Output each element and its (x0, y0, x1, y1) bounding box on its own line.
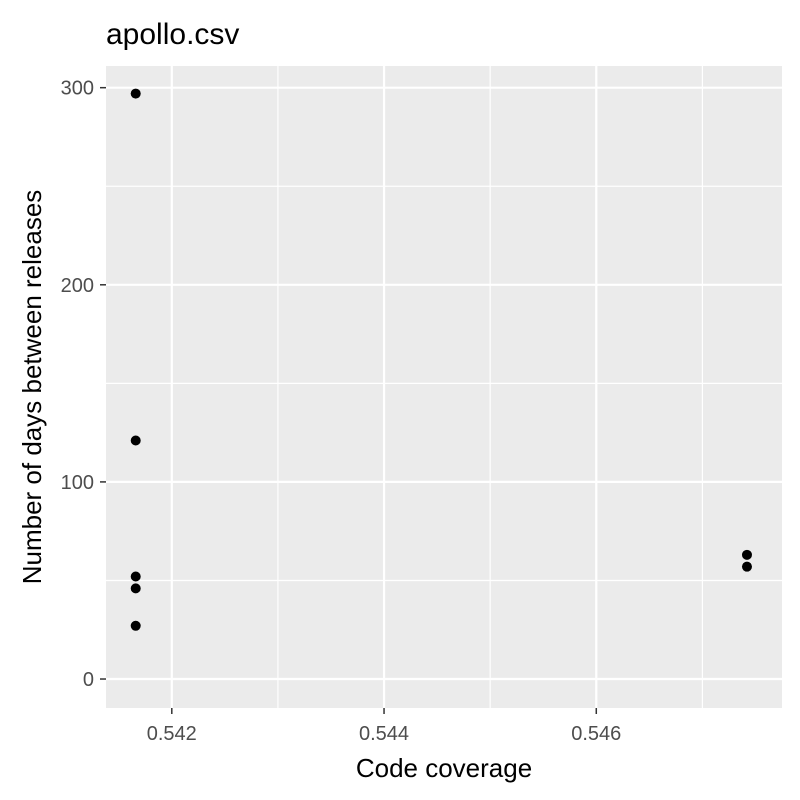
y-axis-label: Number of days between releases (17, 190, 47, 585)
y-tick-label: 100 (61, 472, 94, 494)
y-tick-label: 200 (61, 275, 94, 297)
x-axis-ticks: 0.542 0.544 0.546 (147, 708, 621, 745)
x-tick-label: 0.542 (147, 723, 197, 745)
data-point (130, 88, 141, 99)
data-point (130, 571, 141, 582)
chart-title: apollo.csv (106, 18, 239, 51)
x-tick-label: 0.546 (571, 723, 621, 745)
x-axis-label: Code coverage (356, 753, 532, 783)
minor-gridlines (106, 66, 782, 708)
data-point (130, 435, 141, 446)
data-point (741, 561, 752, 572)
y-tick-label: 300 (61, 78, 94, 100)
y-axis-ticks: 0 100 200 300 (61, 78, 106, 691)
x-tick-label: 0.544 (359, 723, 409, 745)
y-tick-label: 0 (83, 669, 94, 691)
data-point (741, 549, 752, 560)
major-gridlines (106, 66, 782, 708)
plot-panel (106, 66, 782, 708)
data-point (130, 583, 141, 594)
data-points (130, 88, 752, 631)
data-point (130, 620, 141, 631)
